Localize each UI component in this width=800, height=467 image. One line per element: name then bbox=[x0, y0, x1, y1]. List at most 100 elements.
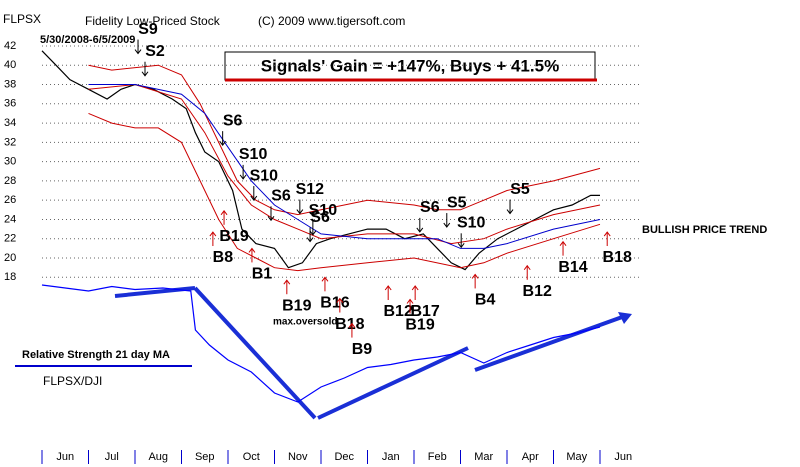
x-tick-label: Aug bbox=[148, 451, 168, 463]
signal-label: B19 bbox=[219, 228, 248, 245]
signal-arrowhead bbox=[471, 273, 479, 279]
series-line bbox=[41, 284, 601, 403]
signal-arrowhead bbox=[309, 230, 317, 236]
x-tick-label: Sep bbox=[195, 451, 215, 463]
trend-note: BULLISH PRICE TREND bbox=[642, 224, 767, 236]
x-tick-label: May bbox=[566, 451, 587, 463]
gain-text: Signals' Gain = +147%, Buys + 41.5% bbox=[261, 56, 559, 75]
signal-arrowhead bbox=[141, 71, 149, 77]
signal-label: B17 bbox=[410, 303, 439, 320]
x-tick-label: Oct bbox=[243, 451, 260, 463]
signal-arrowhead bbox=[296, 209, 304, 215]
y-tick-label: 40 bbox=[4, 59, 16, 71]
signal-arrowhead bbox=[603, 231, 611, 237]
x-tick-label: Nov bbox=[288, 451, 308, 463]
signal-label: S6 bbox=[310, 209, 330, 226]
x-tick-label: Apr bbox=[522, 451, 539, 463]
trend-arrowhead bbox=[618, 312, 632, 324]
y-tick-label: 28 bbox=[4, 175, 16, 187]
signal-arrowhead bbox=[523, 264, 531, 271]
signal-label: B12 bbox=[523, 283, 552, 300]
y-tick-label: 30 bbox=[4, 156, 16, 168]
signal-label: B16 bbox=[320, 295, 349, 312]
signal-arrowhead bbox=[348, 322, 356, 328]
x-tick-label: Jun bbox=[614, 451, 632, 463]
series-line bbox=[88, 112, 601, 272]
trend-line bbox=[114, 286, 196, 298]
trend-line bbox=[317, 346, 469, 420]
signal-arrowhead bbox=[219, 140, 227, 146]
trend-line bbox=[193, 286, 317, 420]
x-tick-label: Feb bbox=[428, 451, 447, 463]
signal-label: B9 bbox=[352, 341, 373, 358]
y-tick-label: 24 bbox=[4, 213, 16, 225]
signal-arrowhead bbox=[209, 231, 217, 237]
signal-label: S6 bbox=[271, 188, 291, 205]
gain-box bbox=[224, 51, 596, 81]
trend-line bbox=[474, 314, 626, 372]
x-tick-label: Jul bbox=[105, 451, 119, 463]
x-tick-label: Mar bbox=[474, 451, 493, 463]
rs-title: Relative Strength 21 day MA bbox=[22, 349, 170, 361]
signal-label: B1 bbox=[252, 266, 273, 283]
series-line bbox=[88, 84, 601, 249]
signal-label: S12 bbox=[296, 181, 325, 198]
signal-label: B19 bbox=[282, 297, 311, 314]
y-tick-label: 36 bbox=[4, 98, 16, 110]
signal-arrowhead bbox=[250, 195, 258, 201]
signal-label: S10 bbox=[239, 146, 268, 163]
symbol: FLPSX bbox=[3, 12, 41, 26]
signal-label: B14 bbox=[558, 259, 587, 276]
signal-label: S2 bbox=[145, 43, 165, 60]
series-line bbox=[88, 83, 601, 245]
x-tick-label: Dec bbox=[334, 451, 354, 463]
signal-arrowhead bbox=[306, 237, 314, 243]
y-tick-label: 34 bbox=[4, 117, 16, 129]
signal-label: B8 bbox=[213, 249, 234, 266]
y-tick-label: 26 bbox=[4, 194, 16, 206]
y-tick-label: 22 bbox=[4, 233, 16, 245]
series-line bbox=[88, 64, 601, 216]
y-tick-label: 32 bbox=[4, 136, 16, 148]
signal-label: S5 bbox=[510, 181, 530, 198]
signal-arrowhead bbox=[267, 216, 275, 222]
oversold-note: max.oversold bbox=[273, 317, 337, 328]
signal-label: B12 bbox=[384, 303, 413, 320]
signal-arrowhead bbox=[134, 49, 142, 55]
y-tick-label: 42 bbox=[4, 40, 16, 52]
signal-arrowhead bbox=[336, 297, 344, 303]
signal-label: S6 bbox=[420, 199, 440, 216]
signal-label: S6 bbox=[223, 112, 243, 129]
signal-arrowhead bbox=[443, 222, 451, 228]
signal-label: B4 bbox=[475, 292, 496, 309]
y-tick-label: 20 bbox=[4, 252, 16, 264]
rs-subtitle: FLPSX/DJI bbox=[43, 374, 102, 388]
signal-label: S10 bbox=[457, 215, 486, 232]
signal-label: B18 bbox=[603, 249, 632, 266]
copyright: (C) 2009 www.tigersoft.com bbox=[258, 14, 405, 28]
signal-arrowhead bbox=[406, 298, 414, 304]
signal-label: B19 bbox=[405, 317, 434, 334]
signal-arrowhead bbox=[559, 240, 567, 246]
signal-arrowhead bbox=[416, 227, 424, 233]
signal-arrowhead bbox=[248, 247, 256, 253]
signal-arrowhead bbox=[239, 174, 247, 180]
signal-arrowhead bbox=[283, 279, 291, 285]
signal-arrowhead bbox=[411, 285, 419, 291]
signal-label: S9 bbox=[138, 21, 158, 38]
signal-arrowhead bbox=[321, 276, 329, 282]
signal-arrowhead bbox=[384, 285, 392, 291]
x-tick-label: Jan bbox=[382, 451, 400, 463]
signal-arrowhead bbox=[506, 209, 514, 215]
signal-label: B18 bbox=[335, 316, 364, 333]
x-tick-label: Jun bbox=[56, 451, 74, 463]
signal-arrowhead bbox=[220, 209, 228, 216]
signal-label: S10 bbox=[309, 202, 338, 219]
date-range: 5/30/2008-6/5/2009 bbox=[40, 34, 135, 46]
signal-arrowhead bbox=[457, 243, 465, 249]
signal-label: S10 bbox=[250, 167, 279, 184]
signal-label: S5 bbox=[447, 194, 467, 211]
chart-title: Fidelity Low-Priced Stock bbox=[85, 14, 221, 28]
